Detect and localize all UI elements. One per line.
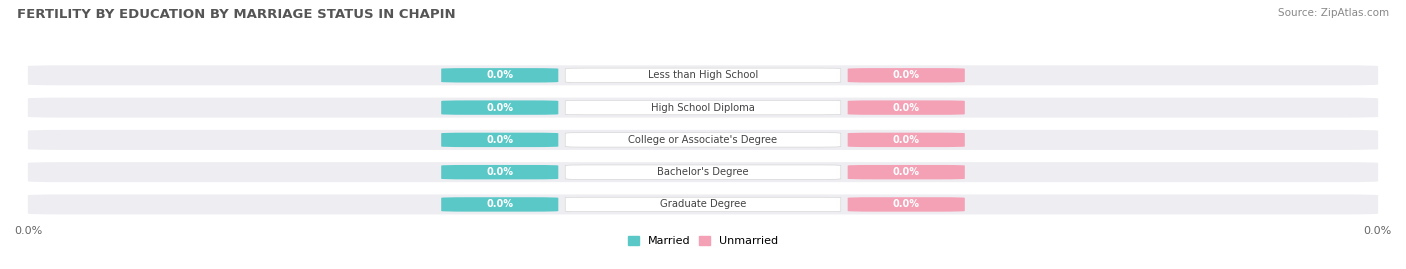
FancyBboxPatch shape	[28, 65, 1378, 85]
FancyBboxPatch shape	[848, 165, 965, 179]
FancyBboxPatch shape	[28, 162, 1378, 182]
FancyBboxPatch shape	[848, 197, 965, 212]
FancyBboxPatch shape	[441, 100, 558, 115]
FancyBboxPatch shape	[28, 98, 1378, 118]
FancyBboxPatch shape	[441, 197, 558, 212]
Text: 0.0%: 0.0%	[486, 135, 513, 145]
Text: 0.0%: 0.0%	[14, 226, 42, 236]
FancyBboxPatch shape	[848, 100, 965, 115]
FancyBboxPatch shape	[441, 68, 558, 83]
Text: Graduate Degree: Graduate Degree	[659, 199, 747, 210]
FancyBboxPatch shape	[28, 130, 1378, 150]
FancyBboxPatch shape	[848, 68, 965, 83]
FancyBboxPatch shape	[565, 100, 841, 115]
FancyBboxPatch shape	[565, 133, 841, 147]
Text: 0.0%: 0.0%	[1364, 226, 1392, 236]
FancyBboxPatch shape	[441, 133, 558, 147]
FancyBboxPatch shape	[441, 165, 558, 179]
Text: 0.0%: 0.0%	[486, 70, 513, 80]
Text: Source: ZipAtlas.com: Source: ZipAtlas.com	[1278, 8, 1389, 18]
FancyBboxPatch shape	[565, 165, 841, 179]
FancyBboxPatch shape	[848, 133, 965, 147]
FancyBboxPatch shape	[565, 68, 841, 83]
Text: High School Diploma: High School Diploma	[651, 102, 755, 113]
Text: 0.0%: 0.0%	[893, 102, 920, 113]
Text: College or Associate's Degree: College or Associate's Degree	[628, 135, 778, 145]
Text: 0.0%: 0.0%	[893, 70, 920, 80]
FancyBboxPatch shape	[565, 197, 841, 212]
Text: FERTILITY BY EDUCATION BY MARRIAGE STATUS IN CHAPIN: FERTILITY BY EDUCATION BY MARRIAGE STATU…	[17, 8, 456, 21]
Text: Bachelor's Degree: Bachelor's Degree	[657, 167, 749, 177]
Legend: Married, Unmarried: Married, Unmarried	[623, 231, 783, 250]
Text: 0.0%: 0.0%	[486, 102, 513, 113]
Text: Less than High School: Less than High School	[648, 70, 758, 80]
Text: 0.0%: 0.0%	[486, 167, 513, 177]
Text: 0.0%: 0.0%	[893, 167, 920, 177]
Text: 0.0%: 0.0%	[893, 199, 920, 210]
Text: 0.0%: 0.0%	[893, 135, 920, 145]
FancyBboxPatch shape	[28, 194, 1378, 214]
Text: 0.0%: 0.0%	[486, 199, 513, 210]
